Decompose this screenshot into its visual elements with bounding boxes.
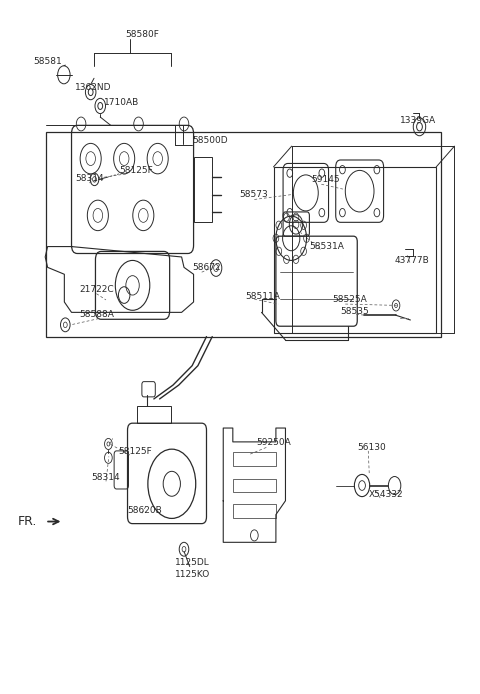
Bar <box>46 133 441 337</box>
Text: 21722C: 21722C <box>80 285 114 294</box>
Text: 58588A: 58588A <box>80 310 115 319</box>
Text: 1362ND: 1362ND <box>75 83 111 92</box>
Text: X54332: X54332 <box>368 491 403 500</box>
Text: 58511A: 58511A <box>245 291 280 301</box>
Text: 58125F: 58125F <box>119 167 153 175</box>
Text: 58500D: 58500D <box>192 136 228 145</box>
Text: 56130: 56130 <box>357 443 386 452</box>
Bar <box>193 157 212 222</box>
Text: 43777B: 43777B <box>394 256 429 265</box>
Text: 58581: 58581 <box>33 58 62 67</box>
Text: 58525A: 58525A <box>332 295 367 304</box>
Text: 58620B: 58620B <box>128 506 162 515</box>
Text: 58672: 58672 <box>192 263 221 272</box>
Text: 58314: 58314 <box>92 473 120 482</box>
Bar <box>274 167 436 333</box>
Text: 58314: 58314 <box>75 174 104 183</box>
Text: 58531A: 58531A <box>310 242 344 251</box>
Text: FR.: FR. <box>17 516 37 528</box>
Text: 58580F: 58580F <box>125 30 159 39</box>
Bar <box>233 479 276 493</box>
Text: 59145: 59145 <box>311 176 339 184</box>
Text: 1125KO: 1125KO <box>175 570 211 579</box>
Text: 1125DL: 1125DL <box>175 558 210 567</box>
Bar <box>233 505 276 518</box>
Text: 58573: 58573 <box>239 190 268 199</box>
Text: 58535: 58535 <box>340 307 369 316</box>
Bar <box>233 452 276 466</box>
Bar <box>137 406 170 423</box>
Text: 1710AB: 1710AB <box>104 99 139 108</box>
Text: 59250A: 59250A <box>257 439 291 448</box>
Text: 1339GA: 1339GA <box>400 117 436 126</box>
Text: 58125F: 58125F <box>118 448 152 457</box>
